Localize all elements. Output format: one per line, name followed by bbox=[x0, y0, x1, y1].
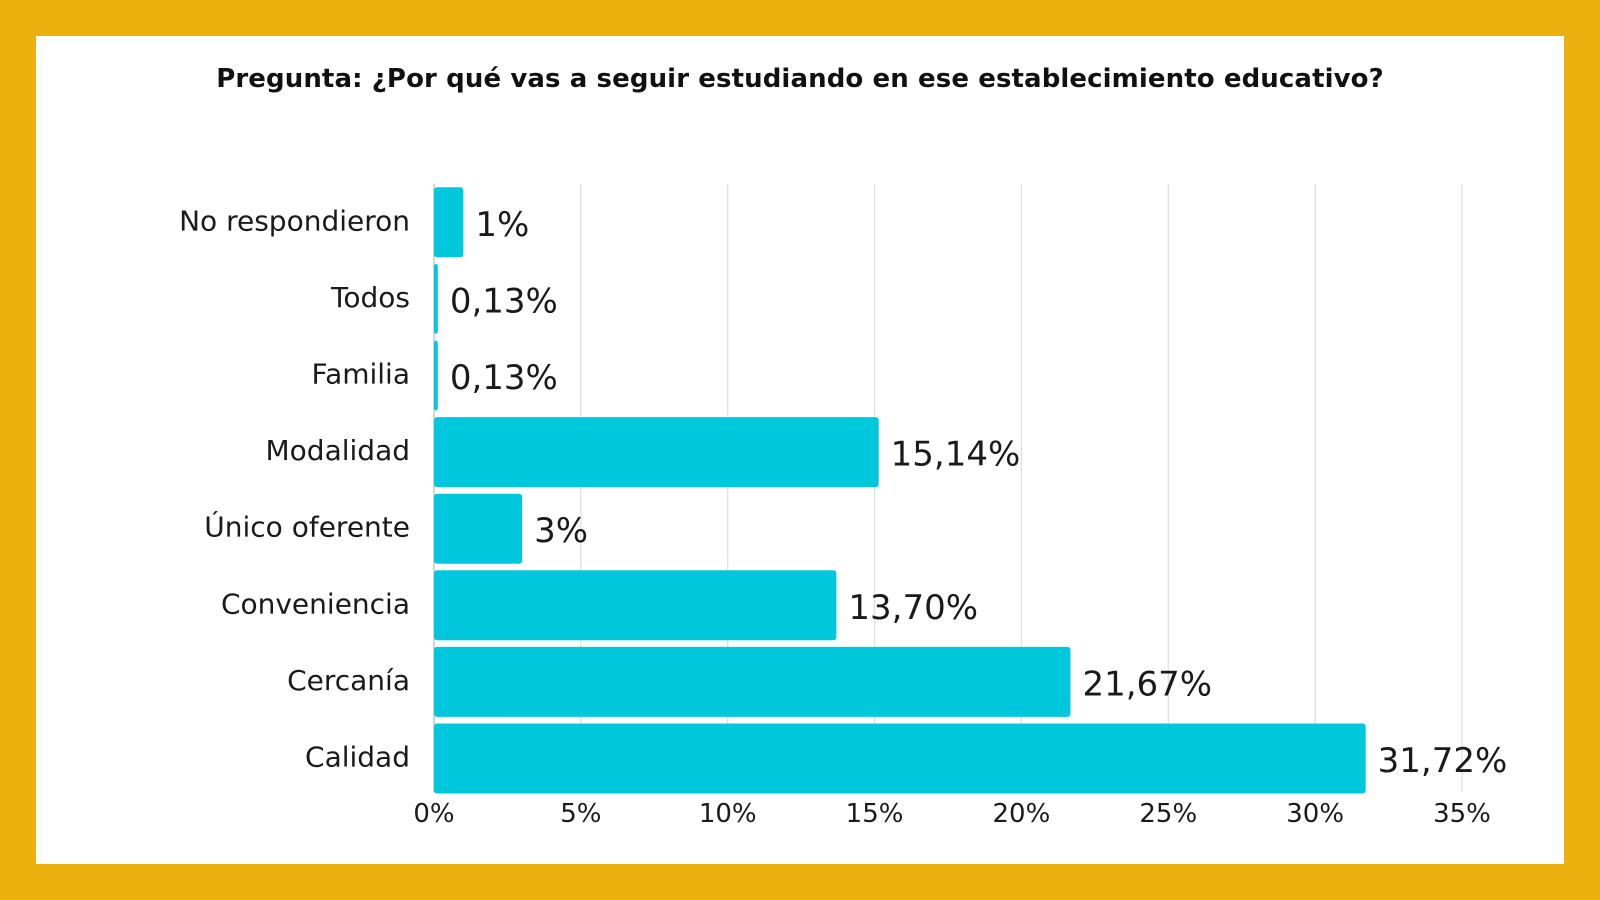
value-label: 0,13% bbox=[450, 281, 558, 321]
x-tick-label: 20% bbox=[993, 799, 1051, 829]
category-label: Único oferente bbox=[204, 510, 410, 544]
category-label: Calidad bbox=[305, 741, 410, 774]
bar-3 bbox=[434, 417, 879, 488]
value-label: 31,72% bbox=[1378, 741, 1508, 781]
category-label: Familia bbox=[312, 358, 410, 391]
x-tick-label: 15% bbox=[846, 799, 904, 829]
category-label: Conveniencia bbox=[221, 587, 410, 620]
bar-0 bbox=[434, 187, 464, 258]
value-label: 1% bbox=[475, 205, 529, 245]
value-label: 3% bbox=[534, 511, 588, 551]
bar-6 bbox=[434, 646, 1071, 717]
bars bbox=[434, 187, 1366, 794]
x-tick-label: 10% bbox=[699, 799, 757, 829]
value-label: 15,14% bbox=[891, 435, 1021, 475]
x-tick-label: 30% bbox=[1286, 799, 1344, 829]
bar-2 bbox=[434, 340, 438, 411]
bar-4 bbox=[434, 493, 523, 564]
value-label: 21,67% bbox=[1082, 664, 1212, 704]
value-labels: 1% 0,13% 0,13% 15,14% 3% 13,70% 21,67% 31,72% bbox=[450, 205, 1507, 781]
category-labels: No respondieron Todos Familia Modalidad Únic… bbox=[179, 204, 410, 773]
category-label: Cercanía bbox=[287, 664, 410, 697]
category-label: No respondieron bbox=[179, 204, 410, 237]
bar-7 bbox=[434, 723, 1366, 794]
x-tick-label: 5% bbox=[560, 799, 601, 829]
value-label: 0,13% bbox=[450, 358, 558, 398]
bar-1 bbox=[434, 263, 438, 334]
chart-title: Pregunta: ¿Por qué vas a seguir estudian… bbox=[216, 64, 1384, 94]
x-axis-ticks: 0% 5% 10% 15% 20% 25% 30% 35% bbox=[413, 799, 1491, 829]
x-tick-label: 0% bbox=[413, 799, 454, 829]
bar-5 bbox=[434, 570, 837, 641]
x-tick-label: 35% bbox=[1433, 799, 1491, 829]
category-label: Todos bbox=[330, 281, 410, 314]
value-label: 13,70% bbox=[848, 588, 978, 628]
category-label: Modalidad bbox=[266, 434, 410, 467]
x-tick-label: 25% bbox=[1139, 799, 1197, 829]
